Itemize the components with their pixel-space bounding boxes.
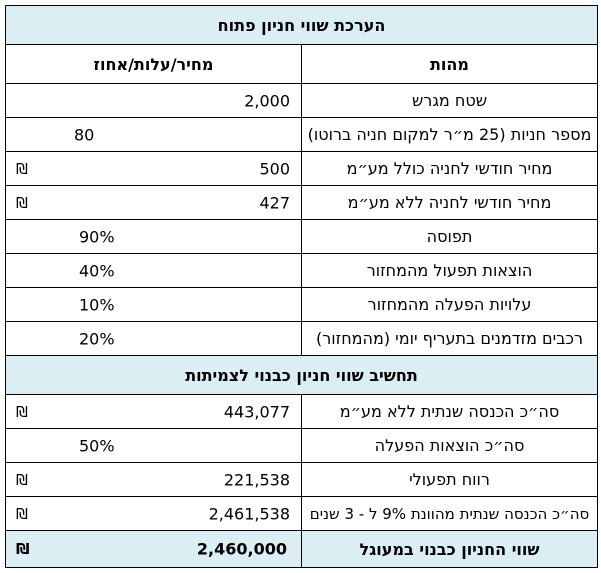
- table-row: 2,000 שטח מגרש: [5, 83, 598, 118]
- shekel-icon: ₪: [16, 402, 28, 421]
- cell-value: 427: [259, 193, 290, 212]
- table-row: 40% הוצאות תפעול מהמחזור: [5, 253, 598, 288]
- table-row: 20% רכבים מזדמנים בתעריף יומי (מהמחזור): [5, 321, 598, 356]
- cell-value: 10%: [79, 295, 115, 314]
- cell-value: 50%: [79, 436, 115, 455]
- table-row: 10% עלויות הפעלה מהמחזור: [5, 287, 598, 322]
- cell-label: סה״כ הכנסה שנתית מהוונת 9% ל - 3 שנים: [301, 496, 598, 531]
- cell-value: 2,461,538: [208, 504, 290, 523]
- cell-value: 20%: [79, 329, 115, 348]
- cell-value: 500: [259, 159, 290, 178]
- parking-valuation-table: הערכת שווי חניון פתוח מחיר/עלות/אחוז מהו…: [5, 5, 598, 568]
- table-row: ₪ 443,077 סה״כ הכנסה שנתית ללא מע״מ: [5, 394, 598, 429]
- table-row: 80 מספר חניות (25 מ״ר למקום חניה ברוטו): [5, 117, 598, 152]
- cell-value: 443,077: [223, 402, 290, 421]
- header-value: מחיר/עלות/אחוז: [5, 44, 302, 84]
- header-label: מהות: [301, 44, 598, 84]
- table-row: ₪ 2,461,538 סה״כ הכנסה שנתית מהוונת 9% ל …: [5, 496, 598, 531]
- cell-label: הוצאות תפעול מהמחזור: [301, 253, 598, 288]
- cell-label: סה״כ הכנסה שנתית ללא מע״מ: [301, 394, 598, 429]
- cell-label: רווח תפעולי: [301, 462, 598, 497]
- section-title: תחשיב שווי חניון כבנוי לצמיתות: [5, 355, 598, 395]
- total-label: שווי החניון כבנוי במעוגל: [301, 530, 598, 568]
- table-row: 90% תפוסה: [5, 219, 598, 254]
- table-row: ₪ 427 מחיר חודשי לחניה ללא מע״מ: [5, 185, 598, 220]
- table-row: ₪ 221,538 רווח תפעולי: [5, 462, 598, 497]
- total-row: ₪ 2,460,000 שווי החניון כבנוי במעוגל: [5, 530, 598, 568]
- shekel-icon: ₪: [16, 504, 28, 523]
- cell-label: עלויות הפעלה מהמחזור: [301, 287, 598, 322]
- cell-label: סה״כ הוצאות הפעלה: [301, 428, 598, 463]
- shekel-icon: ₪: [16, 193, 28, 212]
- cell-label: מחיר חודשי לחניה כולל מע״מ: [301, 151, 598, 186]
- table-row: ₪ 500 מחיר חודשי לחניה כולל מע״מ: [5, 151, 598, 186]
- table-title: הערכת שווי חניון פתוח: [5, 5, 598, 45]
- total-value: 2,460,000: [196, 539, 287, 559]
- table-row: 50% סה״כ הוצאות הפעלה: [5, 428, 598, 463]
- cell-label: רכבים מזדמנים בתעריף יומי (מהמחזור): [301, 321, 598, 356]
- shekel-icon: ₪: [16, 470, 28, 489]
- shekel-icon: ₪: [16, 540, 30, 558]
- cell-value: 221,538: [223, 470, 290, 489]
- cell-label: שטח מגרש: [301, 83, 598, 118]
- cell-label: מספר חניות (25 מ״ר למקום חניה ברוטו): [301, 117, 598, 152]
- cell-value: 80: [74, 125, 95, 144]
- cell-label: תפוסה: [301, 219, 598, 254]
- cell-value: 2,000: [244, 91, 290, 110]
- cell-label: מחיר חודשי לחניה ללא מע״מ: [301, 185, 598, 220]
- cell-value: 90%: [79, 227, 115, 246]
- cell-value: 40%: [79, 261, 115, 280]
- shekel-icon: ₪: [16, 159, 28, 178]
